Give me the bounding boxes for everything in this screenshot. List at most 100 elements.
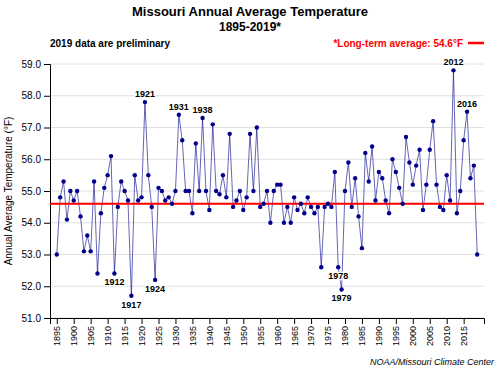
point bbox=[461, 138, 465, 142]
point bbox=[88, 249, 92, 253]
annotation: 1938 bbox=[193, 105, 213, 115]
y-tick: 56.0 bbox=[22, 154, 50, 165]
point bbox=[177, 113, 181, 117]
point bbox=[112, 271, 116, 275]
point bbox=[231, 205, 235, 209]
x-tick: 1975 bbox=[323, 318, 333, 346]
annotation: 1921 bbox=[135, 89, 155, 99]
point bbox=[58, 195, 62, 199]
point bbox=[292, 195, 296, 199]
point bbox=[445, 173, 449, 177]
x-tick: 1920 bbox=[137, 318, 147, 346]
point bbox=[55, 252, 59, 256]
chart: Missouri Annual Average Temperature1895-… bbox=[0, 0, 500, 370]
x-tick: 2005 bbox=[425, 318, 435, 346]
x-tick: 1900 bbox=[69, 318, 79, 346]
x-tick: 1965 bbox=[290, 318, 300, 346]
annotations: 1912191719211924193119381978197920122016 bbox=[104, 57, 477, 309]
point bbox=[302, 211, 306, 215]
point bbox=[336, 265, 340, 269]
reference-legend-swatch bbox=[468, 42, 484, 45]
tick-label: 1930 bbox=[171, 326, 181, 346]
tick-mark bbox=[328, 318, 329, 324]
tick-label: 1915 bbox=[120, 326, 130, 346]
point bbox=[272, 189, 276, 193]
tick-label: 1910 bbox=[103, 326, 113, 346]
point bbox=[109, 154, 113, 158]
annotation: 1979 bbox=[332, 293, 352, 303]
point bbox=[92, 179, 96, 183]
x-tick: 1940 bbox=[205, 318, 215, 346]
tick-mark bbox=[277, 318, 278, 324]
point bbox=[82, 249, 86, 253]
tick-label: 1980 bbox=[340, 326, 350, 346]
axis-line bbox=[51, 319, 485, 325]
point bbox=[248, 132, 252, 136]
tick-label: 2015 bbox=[459, 326, 469, 346]
point bbox=[265, 189, 269, 193]
tick-mark bbox=[260, 318, 261, 324]
point bbox=[458, 189, 462, 193]
point bbox=[105, 173, 109, 177]
x-tick: 1945 bbox=[222, 318, 232, 346]
tick-label: 1900 bbox=[69, 326, 79, 346]
tick-label: 1955 bbox=[256, 326, 266, 346]
y-tick: 53.0 bbox=[22, 249, 50, 260]
grid-line bbox=[50, 222, 484, 223]
tick-mark bbox=[345, 318, 346, 324]
x-tick: 1910 bbox=[103, 318, 113, 346]
point bbox=[133, 173, 137, 177]
point bbox=[234, 198, 238, 202]
tick-label: 1935 bbox=[188, 326, 198, 346]
tick-mark bbox=[125, 318, 126, 324]
point bbox=[373, 198, 377, 202]
annotation: 1924 bbox=[145, 284, 165, 294]
annotation: 1931 bbox=[169, 102, 189, 112]
annotation: 2012 bbox=[443, 57, 463, 67]
point bbox=[122, 189, 126, 193]
reference-label: *Long-term average: 54.6°F bbox=[333, 38, 463, 49]
tick-mark bbox=[44, 318, 50, 319]
tick-label: 53.0 bbox=[22, 249, 42, 260]
tick-mark bbox=[294, 318, 295, 324]
point bbox=[102, 186, 106, 190]
point bbox=[472, 163, 476, 167]
point bbox=[390, 157, 394, 161]
series-line bbox=[57, 70, 477, 295]
point bbox=[356, 214, 360, 218]
y-axis: 51.052.053.054.055.056.057.058.059.0 bbox=[22, 59, 51, 324]
point bbox=[475, 252, 479, 256]
point bbox=[136, 198, 140, 202]
reference-line bbox=[50, 203, 484, 205]
point bbox=[224, 195, 228, 199]
x-tick: 1915 bbox=[120, 318, 130, 346]
point bbox=[404, 135, 408, 139]
tick-label: 1945 bbox=[222, 326, 232, 346]
tick-label: 1985 bbox=[357, 326, 367, 346]
point bbox=[268, 221, 272, 225]
point bbox=[197, 189, 201, 193]
y-axis-title: Annual Average Temperature (°F) bbox=[3, 117, 14, 266]
point bbox=[322, 205, 326, 209]
point bbox=[180, 138, 184, 142]
point bbox=[211, 122, 215, 126]
point bbox=[414, 163, 418, 167]
tick-label: 1920 bbox=[137, 326, 147, 346]
tick-mark bbox=[44, 255, 50, 256]
point bbox=[61, 179, 65, 183]
point bbox=[187, 189, 191, 193]
tick-label: 51.0 bbox=[22, 313, 42, 324]
tick-mark bbox=[91, 318, 92, 324]
tick-label: 57.0 bbox=[22, 122, 42, 133]
tick-mark bbox=[209, 318, 210, 324]
y-tick: 52.0 bbox=[22, 281, 50, 292]
x-tick: 2010 bbox=[442, 318, 452, 346]
x-axis: 1895190019051910191519201925193019351940… bbox=[51, 318, 485, 346]
point bbox=[282, 221, 286, 225]
grid-line bbox=[50, 127, 484, 128]
point bbox=[350, 205, 354, 209]
tick-label: 59.0 bbox=[22, 59, 42, 70]
point bbox=[194, 141, 198, 145]
point bbox=[261, 202, 265, 206]
x-tick: 1895 bbox=[52, 318, 62, 346]
